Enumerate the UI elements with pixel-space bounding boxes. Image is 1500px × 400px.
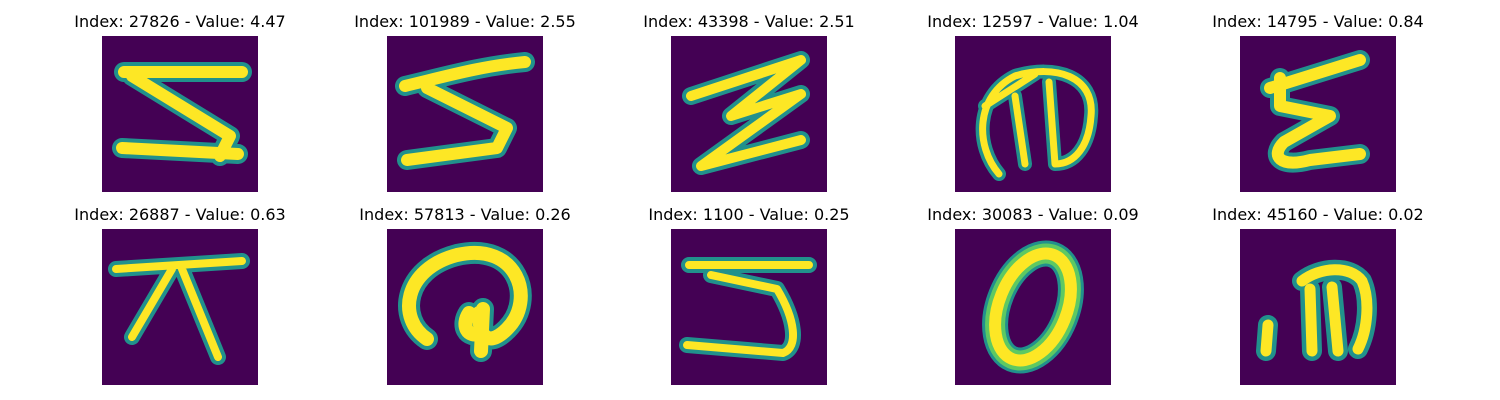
panel-title: Index: 26887 - Value: 0.63: [74, 205, 286, 224]
panel: Index: 57813 - Value: 0.26: [315, 193, 615, 385]
digit-image: [387, 229, 543, 385]
panel-title: Index: 12597 - Value: 1.04: [927, 12, 1139, 31]
glyph-curl: [398, 242, 532, 362]
glyph-z-small: [1260, 50, 1370, 173]
panel: Index: 43398 - Value: 2.51: [599, 0, 899, 192]
panel-title: Index: 101989 - Value: 2.55: [354, 12, 576, 31]
digit-image: [955, 36, 1111, 192]
panel-title: Index: 1100 - Value: 0.25: [648, 205, 850, 224]
panel: Index: 30083 - Value: 0.09: [883, 193, 1183, 385]
glyph-dot-n: [1256, 259, 1377, 361]
panel: Index: 45160 - Value: 0.02: [1168, 193, 1468, 385]
glyph-3-like: [395, 52, 535, 170]
panel-title: Index: 45160 - Value: 0.02: [1212, 205, 1424, 224]
panel: Index: 12597 - Value: 1.04: [883, 0, 1183, 192]
digit-image: [102, 36, 258, 192]
digit-image: [387, 36, 543, 192]
panel-title: Index: 57813 - Value: 0.26: [359, 205, 571, 224]
panel: Index: 27826 - Value: 4.47: [30, 0, 330, 192]
digit-image: [955, 229, 1111, 385]
glyph-z-like: [682, 51, 810, 175]
glyph-5-like-1: [112, 62, 252, 166]
panel-title: Index: 30083 - Value: 0.09: [927, 205, 1139, 224]
digit-image: [102, 229, 258, 385]
panel: Index: 14795 - Value: 0.84: [1168, 0, 1468, 192]
digit-image: [671, 229, 827, 385]
panel-title: Index: 14795 - Value: 0.84: [1212, 12, 1424, 31]
panel: Index: 1100 - Value: 0.25: [599, 193, 899, 385]
panel-title: Index: 43398 - Value: 2.51: [643, 12, 855, 31]
panel-title: Index: 27826 - Value: 4.47: [74, 12, 286, 31]
digit-image: [671, 36, 827, 192]
digit-image: [1240, 36, 1396, 192]
panel: Index: 101989 - Value: 2.55: [315, 0, 615, 192]
glyph-pi-like: [108, 253, 250, 365]
glyph-5-like-2: [679, 257, 817, 361]
panel: Index: 26887 - Value: 0.63: [30, 193, 330, 385]
glyph-0: [982, 240, 1084, 374]
glyph-d-like: [975, 64, 1099, 181]
digit-image: [1240, 229, 1396, 385]
